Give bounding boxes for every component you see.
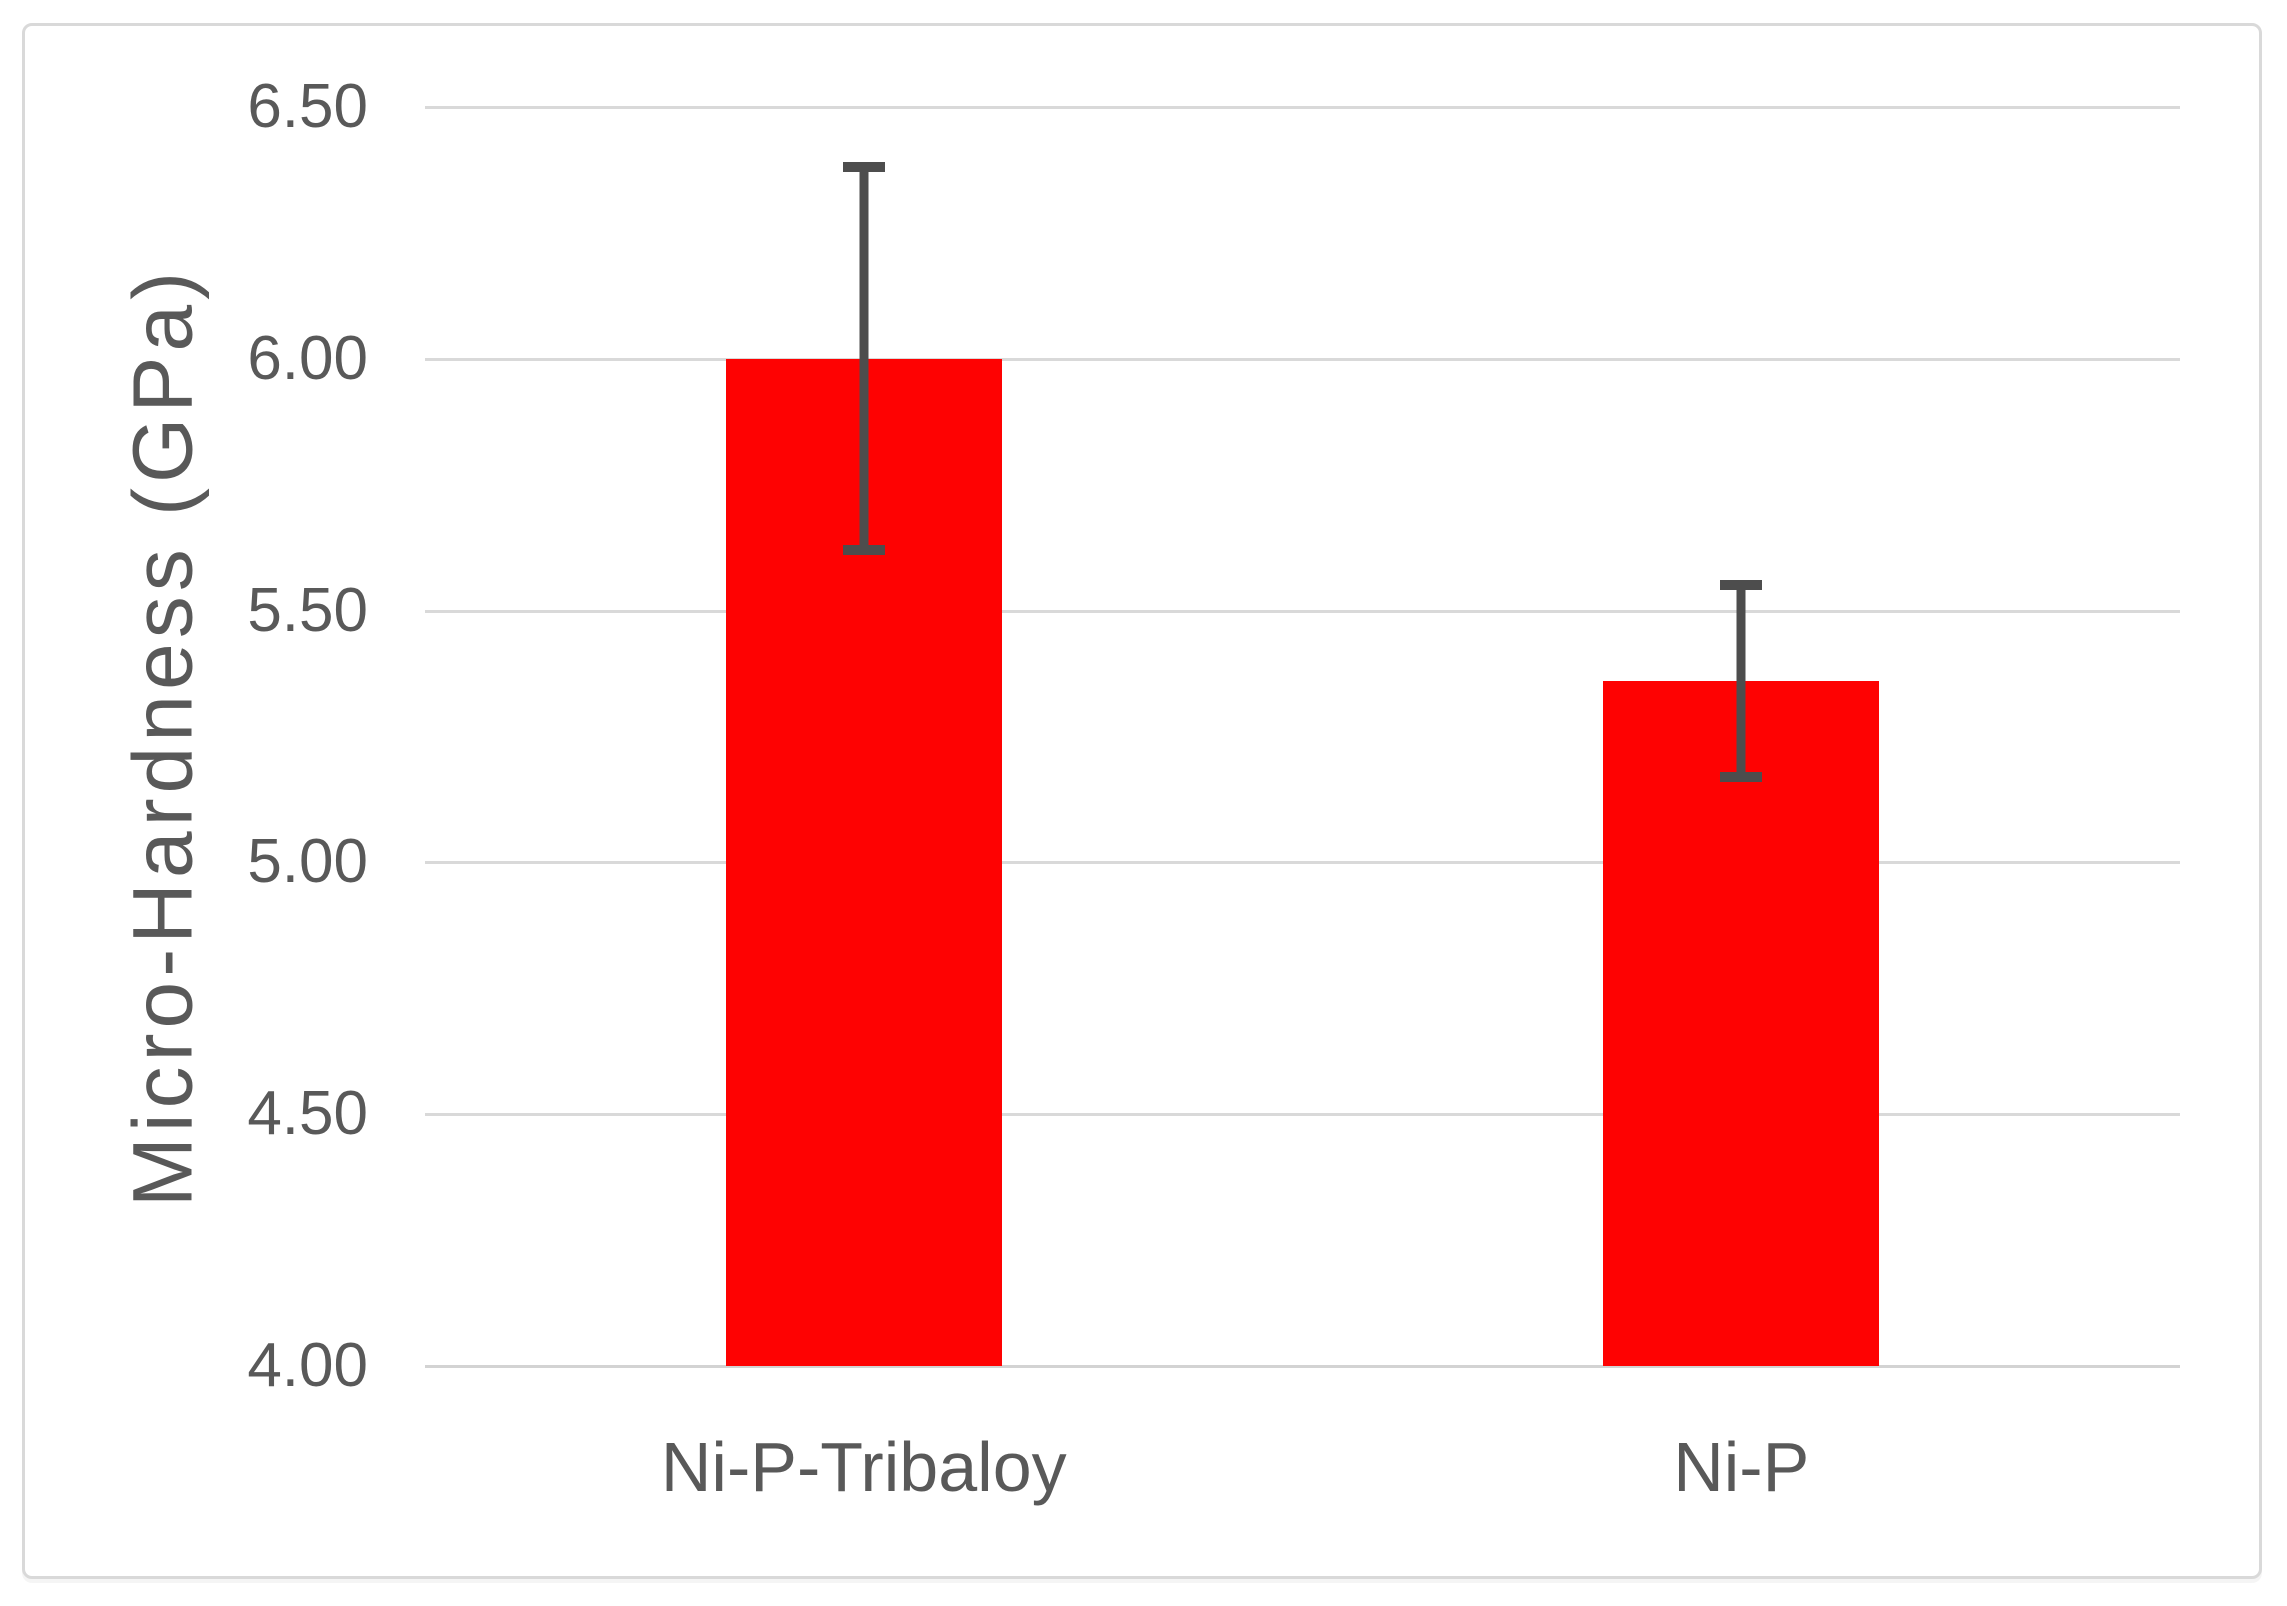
y-tick-label: 5.00 bbox=[247, 827, 368, 897]
x-category-label: Ni-P-Tribaloy bbox=[660, 1428, 1067, 1506]
y-axis-title: Micro-Hardness (GPa) bbox=[115, 266, 210, 1208]
error-bar-cap-top bbox=[1720, 580, 1763, 591]
y-tick-label: 6.00 bbox=[247, 323, 368, 393]
gridline bbox=[425, 861, 2180, 865]
bar-ni-p bbox=[1603, 681, 1880, 1366]
error-bar-cap-bottom bbox=[1720, 771, 1763, 782]
y-tick-label: 5.50 bbox=[247, 575, 368, 645]
x-axis-line bbox=[425, 1365, 2180, 1368]
error-bar-cap-top bbox=[842, 162, 885, 173]
error-bar-cap-bottom bbox=[842, 545, 885, 556]
error-bar-line bbox=[1736, 585, 1746, 777]
y-tick-label: 4.00 bbox=[247, 1331, 368, 1400]
gridline bbox=[425, 609, 2180, 613]
gridline bbox=[425, 106, 2180, 109]
y-tick-label: 4.50 bbox=[247, 1079, 368, 1149]
x-category-label: Ni-P bbox=[1673, 1428, 1810, 1506]
gridline bbox=[425, 1113, 2180, 1117]
chart-frame-border bbox=[22, 23, 2262, 1579]
y-tick-label: 6.50 bbox=[247, 72, 368, 141]
gridline bbox=[425, 357, 2180, 361]
error-bar-line bbox=[859, 167, 869, 551]
